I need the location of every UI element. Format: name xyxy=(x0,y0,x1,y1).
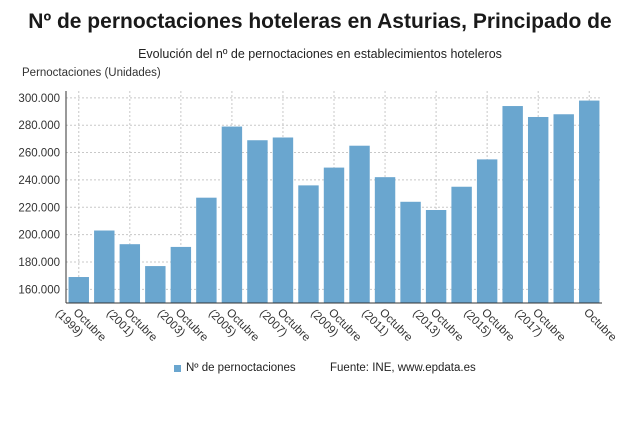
chart-title: Nº de pernoctaciones hoteleras en Asturi… xyxy=(28,10,612,33)
bar xyxy=(68,277,89,303)
x-tick-label: Octubre(2005) xyxy=(206,298,261,353)
bar xyxy=(323,167,345,303)
bar xyxy=(298,185,319,303)
bar xyxy=(476,159,498,303)
chart-subtitle: Evolución del nº de pernoctaciones en es… xyxy=(138,47,502,61)
y-tick-label: 280.000 xyxy=(18,120,60,132)
bar xyxy=(502,106,523,303)
bar xyxy=(94,230,115,303)
bar xyxy=(553,114,574,303)
bar xyxy=(272,137,294,303)
y-tick-label: 200.000 xyxy=(18,230,60,242)
bar xyxy=(579,100,600,304)
y-tick-label: 240.000 xyxy=(18,175,60,187)
legend-label: Nº de pernoctaciones xyxy=(186,362,296,374)
legend: Nº de pernoctaciones xyxy=(174,362,296,374)
bar xyxy=(349,145,370,303)
y-axis-label: Pernoctaciones (Unidades) xyxy=(22,67,161,79)
x-tick-label: Octubre(2003) xyxy=(155,298,210,353)
bar xyxy=(527,116,549,304)
bar xyxy=(170,246,192,303)
x-tick-label: Octubre(2011) xyxy=(359,298,414,353)
x-tick-label: Octubre(2009) xyxy=(308,298,363,353)
x-tick-label: Octubre(2013) xyxy=(410,298,465,353)
legend-swatch xyxy=(174,364,181,372)
source-note: Fuente: INE, www.epdata.es xyxy=(330,362,476,374)
x-tick-label: Octubre(2001) xyxy=(104,298,159,353)
bar xyxy=(374,177,396,303)
y-tick-label: 220.000 xyxy=(18,202,60,214)
bar xyxy=(400,201,421,303)
y-tick-label: 260.000 xyxy=(18,148,60,160)
x-tick-label: Octubre(2017) xyxy=(512,298,567,353)
x-tick-label: Octubre xyxy=(581,307,618,344)
x-tick-label: Octubre(2015) xyxy=(461,298,516,353)
bar xyxy=(196,197,217,303)
bar xyxy=(247,140,268,303)
x-tick-label: Octubre(2007) xyxy=(257,298,312,353)
bar xyxy=(451,186,472,303)
x-tick-label: Octubre(1999) xyxy=(53,298,108,353)
y-tick-label: 300.000 xyxy=(18,93,60,105)
bar xyxy=(221,126,243,304)
bar xyxy=(425,209,447,303)
y-tick-label: 180.000 xyxy=(18,257,60,269)
y-tick-label: 160.000 xyxy=(18,284,60,296)
bar xyxy=(145,266,166,303)
bar xyxy=(119,244,141,303)
